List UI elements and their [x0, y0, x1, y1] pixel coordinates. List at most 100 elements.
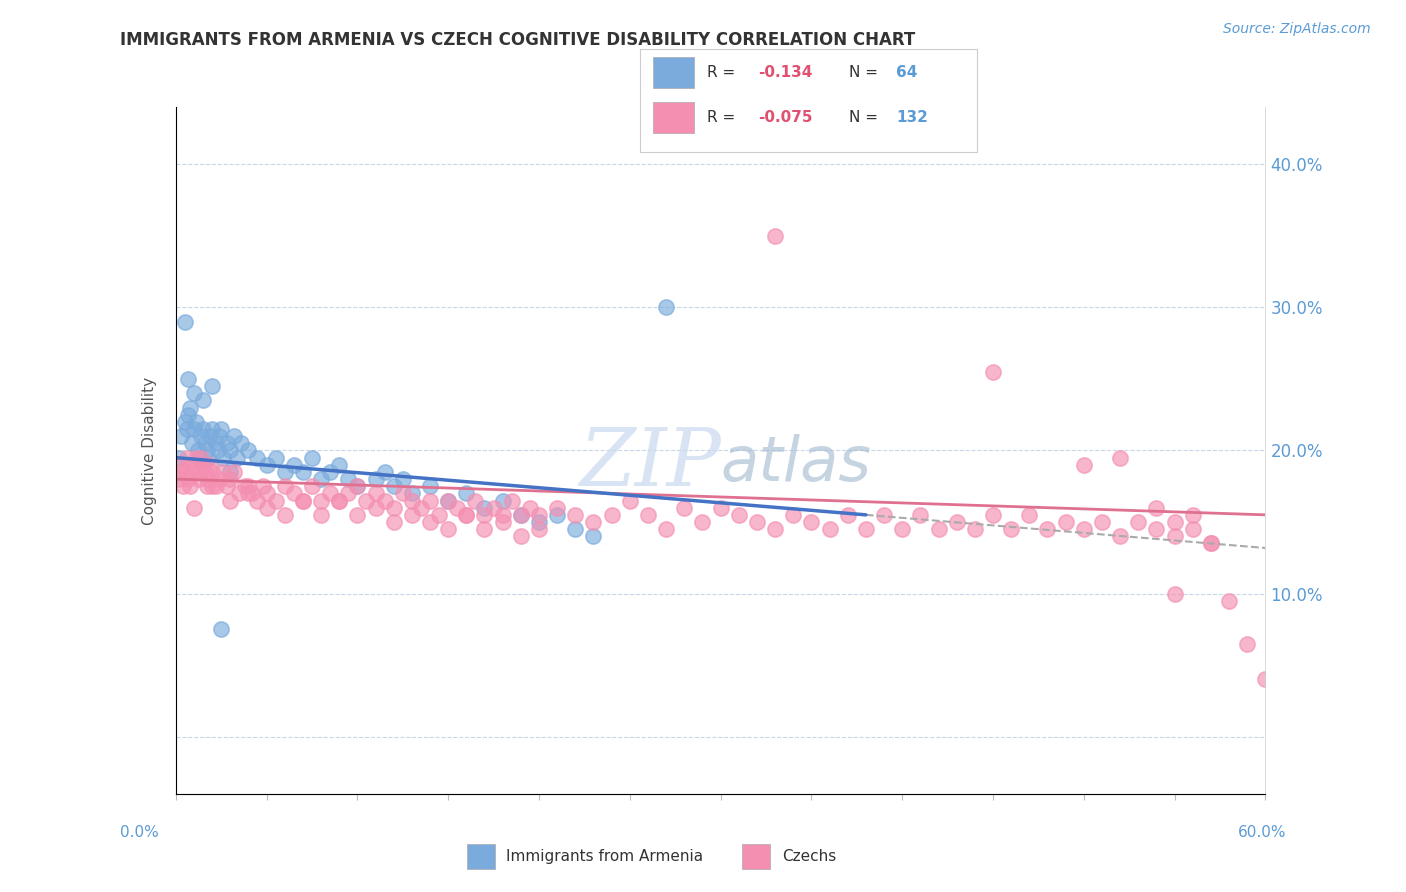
Point: [474, 522, 496, 536]
Point: [176, 450, 198, 465]
Point: [727, 508, 749, 522]
Point: [238, 443, 260, 458]
Point: [219, 465, 242, 479]
Point: [176, 422, 198, 436]
Point: [855, 522, 877, 536]
Point: [492, 508, 515, 522]
Point: [190, 450, 212, 465]
Text: 132: 132: [896, 111, 928, 125]
Point: [201, 379, 224, 393]
Point: [492, 515, 515, 529]
Point: [945, 515, 967, 529]
Point: [456, 508, 478, 522]
Point: [238, 479, 260, 493]
Point: [328, 493, 350, 508]
Point: [191, 393, 214, 408]
Point: [1199, 536, 1222, 550]
Point: [427, 508, 450, 522]
Point: [710, 500, 733, 515]
Point: [177, 372, 200, 386]
Point: [382, 515, 405, 529]
Point: [184, 450, 207, 465]
Point: [1036, 522, 1059, 536]
Point: [183, 458, 205, 472]
Point: [763, 228, 786, 243]
Point: [346, 479, 368, 493]
Point: [1146, 522, 1168, 536]
Point: [509, 508, 531, 522]
Point: [184, 415, 207, 429]
Y-axis label: Cognitive Disability: Cognitive Disability: [142, 376, 157, 524]
Point: [200, 429, 222, 443]
Point: [172, 479, 194, 493]
Point: [437, 493, 460, 508]
Point: [179, 401, 201, 415]
Point: [619, 493, 641, 508]
Point: [252, 479, 274, 493]
Text: R =: R =: [707, 65, 741, 80]
Point: [1254, 673, 1277, 687]
Point: [1073, 522, 1095, 536]
Point: [240, 486, 263, 500]
Point: [346, 508, 368, 522]
Point: [692, 515, 714, 529]
Point: [274, 479, 297, 493]
Point: [222, 429, 245, 443]
Point: [246, 450, 269, 465]
Point: [346, 479, 368, 493]
Point: [401, 486, 423, 500]
Point: [181, 465, 204, 479]
Text: 60.0%: 60.0%: [1239, 825, 1286, 840]
Point: [1218, 593, 1240, 607]
Point: [191, 422, 214, 436]
Point: [188, 450, 211, 465]
Point: [963, 522, 986, 536]
Text: Source: ZipAtlas.com: Source: ZipAtlas.com: [1223, 22, 1371, 37]
Text: -0.075: -0.075: [758, 111, 813, 125]
Point: [527, 515, 550, 529]
Point: [309, 508, 332, 522]
Text: -0.134: -0.134: [758, 65, 813, 80]
Point: [197, 472, 219, 486]
Point: [1146, 500, 1168, 515]
Point: [356, 493, 378, 508]
Point: [170, 429, 193, 443]
Point: [208, 429, 231, 443]
Point: [183, 500, 205, 515]
Point: [1054, 515, 1077, 529]
Bar: [467, 844, 495, 869]
Point: [474, 500, 496, 515]
Point: [582, 515, 605, 529]
Point: [763, 522, 786, 536]
Point: [264, 493, 287, 508]
Point: [186, 443, 209, 458]
Point: [173, 465, 195, 479]
Text: Czechs: Czechs: [782, 849, 837, 863]
Point: [328, 458, 350, 472]
Point: [1236, 637, 1258, 651]
Point: [177, 408, 200, 422]
Point: [401, 508, 423, 522]
Point: [256, 486, 278, 500]
Point: [215, 479, 238, 493]
Point: [437, 522, 460, 536]
Text: N =: N =: [849, 65, 883, 80]
Point: [337, 486, 360, 500]
Point: [319, 486, 342, 500]
Point: [283, 486, 305, 500]
Point: [194, 436, 217, 450]
Text: Immigrants from Armenia: Immigrants from Armenia: [506, 849, 703, 863]
Point: [1163, 515, 1185, 529]
Point: [382, 500, 405, 515]
Point: [190, 429, 212, 443]
Point: [238, 486, 260, 500]
Point: [446, 500, 468, 515]
Point: [391, 472, 413, 486]
Point: [256, 500, 278, 515]
Point: [1128, 515, 1150, 529]
Point: [482, 500, 505, 515]
Point: [382, 479, 405, 493]
Bar: [654, 57, 693, 88]
Point: [928, 522, 950, 536]
Point: [283, 458, 305, 472]
